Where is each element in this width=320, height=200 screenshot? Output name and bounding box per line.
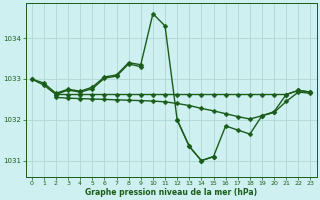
X-axis label: Graphe pression niveau de la mer (hPa): Graphe pression niveau de la mer (hPa)	[85, 188, 257, 197]
